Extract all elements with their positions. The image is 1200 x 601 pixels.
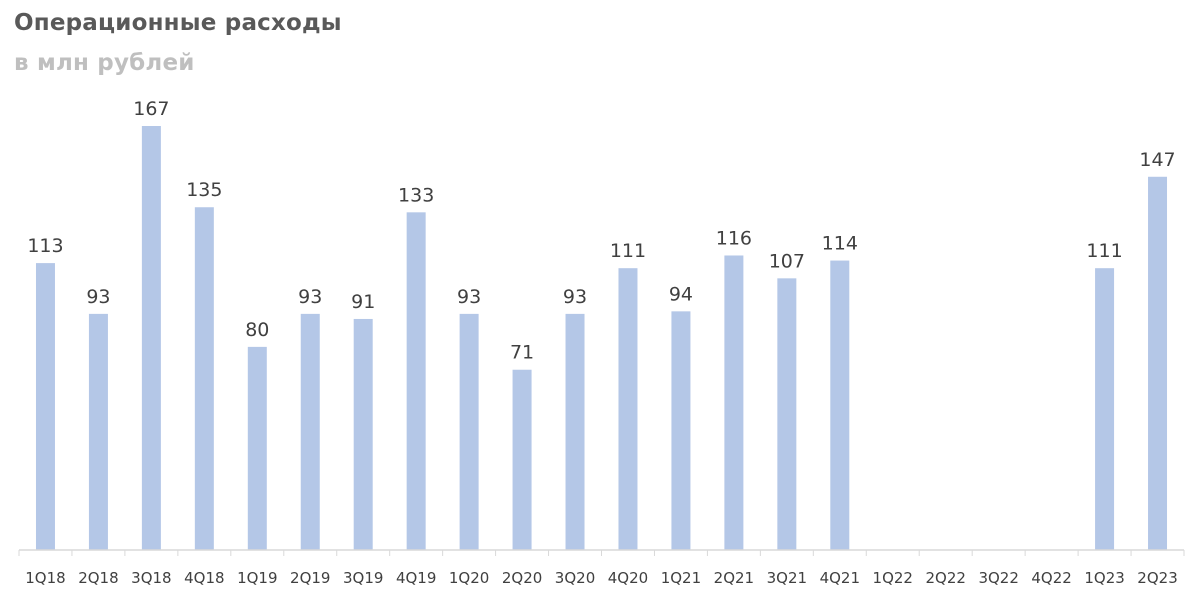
value-label-3Q21: 107: [769, 250, 805, 272]
bar-2Q20: [512, 369, 532, 550]
x-tick-label: 4Q19: [396, 569, 436, 587]
value-label-1Q20: 93: [457, 286, 481, 308]
x-tick-label: 2Q21: [714, 569, 754, 587]
x-tick-label: 1Q22: [873, 569, 913, 587]
value-label-1Q18: 113: [27, 235, 63, 257]
x-tick-label: 3Q18: [131, 569, 171, 587]
value-label-4Q20: 111: [610, 240, 646, 262]
x-tick-label: 1Q21: [661, 569, 701, 587]
x-tick-label: 1Q19: [237, 569, 277, 587]
x-tick-label: 3Q19: [343, 569, 383, 587]
bar-1Q19: [247, 346, 267, 550]
x-tick-label: 4Q21: [820, 569, 860, 587]
x-tick-label: 4Q20: [608, 569, 648, 587]
bar-1Q21: [671, 311, 691, 550]
bar-1Q18: [35, 263, 55, 550]
value-label-2Q23: 147: [1139, 149, 1175, 171]
value-label-1Q23: 111: [1086, 240, 1122, 262]
value-label-2Q20: 71: [510, 342, 534, 364]
bar-3Q19: [353, 318, 373, 550]
x-tick-label: 3Q20: [555, 569, 595, 587]
x-tick-label: 2Q23: [1137, 569, 1177, 587]
value-label-3Q19: 91: [351, 291, 375, 313]
value-label-3Q20: 93: [563, 286, 587, 308]
bars-group: [35, 126, 1168, 550]
bar-3Q20: [565, 313, 585, 550]
value-label-4Q19: 133: [398, 184, 434, 206]
chart-subtitle: в млн рублей: [14, 50, 195, 76]
value-label-2Q19: 93: [298, 286, 322, 308]
bar-3Q21: [777, 278, 797, 550]
bar-4Q18: [194, 207, 214, 550]
x-tick-label: 1Q18: [25, 569, 65, 587]
value-label-3Q18: 167: [133, 98, 169, 120]
x-tick-label: 3Q22: [978, 569, 1018, 587]
tick-labels-group: 1Q18 2Q18 3Q18 4Q18 1Q19 2Q19 3Q19 4Q19 1Q20 2Q20…: [25, 569, 1177, 587]
value-labels-group: 113 93 167 135 80 93 91 133 93 71 93 111 94 116 107 114…: [27, 98, 1175, 364]
value-label-4Q18: 135: [186, 179, 222, 201]
x-tick-label: 2Q20: [502, 569, 542, 587]
bar-1Q23: [1095, 268, 1115, 550]
bar-2Q19: [300, 313, 320, 550]
tick-marks-group: [18, 550, 1185, 556]
x-tick-label: 1Q20: [449, 569, 489, 587]
bar-4Q20: [618, 268, 638, 550]
value-label-2Q21: 116: [716, 227, 752, 249]
bar-4Q21: [830, 260, 850, 550]
value-label-4Q21: 114: [822, 233, 858, 255]
bar-3Q18: [141, 126, 161, 550]
x-tick-label: 4Q22: [1031, 569, 1071, 587]
bar-1Q20: [459, 313, 479, 550]
value-label-2Q18: 93: [86, 286, 110, 308]
x-tick-label: 2Q18: [78, 569, 118, 587]
bar-4Q19: [406, 212, 426, 550]
value-label-1Q19: 80: [245, 319, 269, 341]
value-label-1Q21: 94: [669, 283, 693, 305]
chart-title: Операционные расходы: [14, 10, 342, 36]
bar-2Q21: [724, 255, 744, 550]
x-tick-label: 2Q22: [925, 569, 965, 587]
x-tick-label: 4Q18: [184, 569, 224, 587]
x-tick-label: 2Q19: [290, 569, 330, 587]
x-tick-label: 1Q23: [1084, 569, 1124, 587]
bar-2Q18: [88, 313, 108, 550]
bar-2Q23: [1148, 176, 1168, 550]
x-tick-label: 3Q21: [767, 569, 807, 587]
